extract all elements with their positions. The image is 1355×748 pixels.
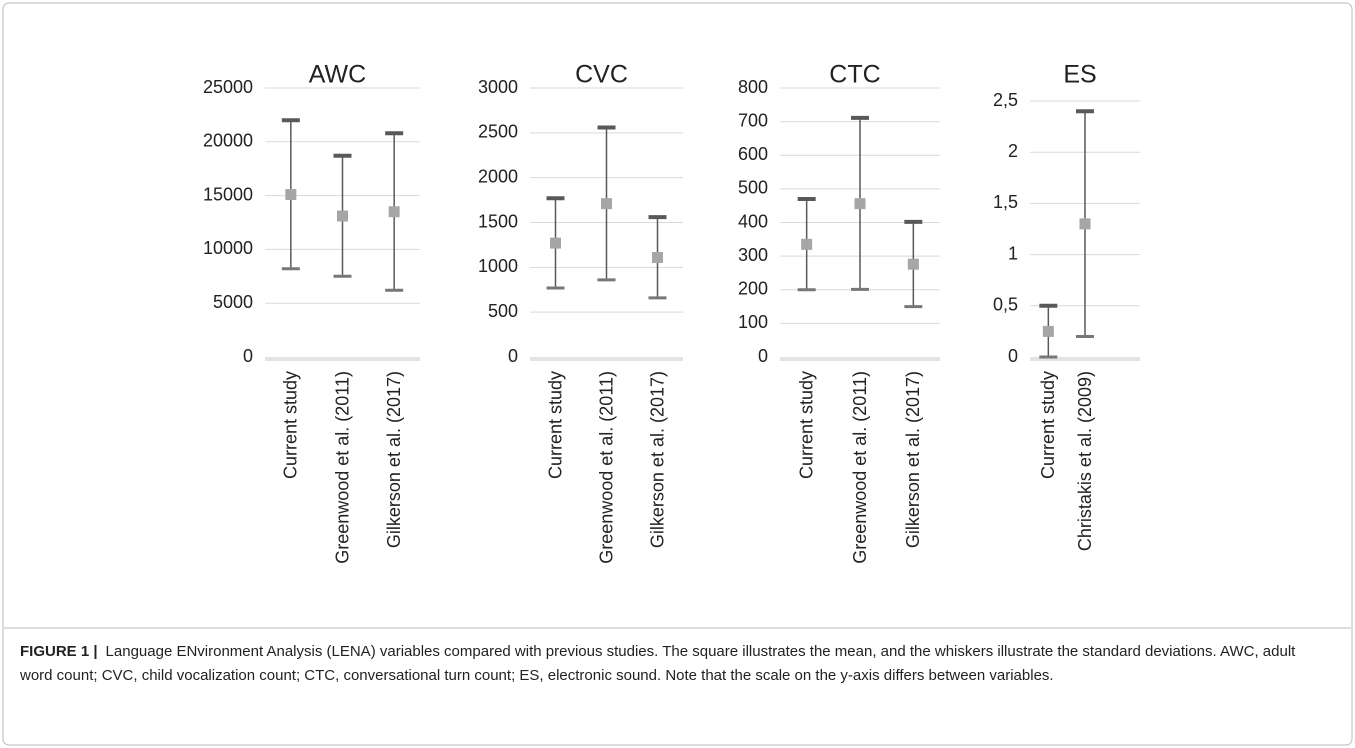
x-tick-label: Greenwood et al. (2011) (596, 371, 616, 564)
mean-marker (1079, 218, 1091, 230)
mean-marker (388, 206, 400, 218)
y-tick-label: 2 (1008, 141, 1018, 161)
y-tick-label: 2500 (478, 122, 518, 142)
y-tick-label: 20000 (203, 131, 253, 151)
caption-label: FIGURE 1 | (20, 643, 98, 660)
y-tick-label: 100 (738, 312, 768, 332)
chart-title: ES (1063, 61, 1096, 89)
mean-marker (601, 198, 612, 210)
y-tick-label: 2,5 (993, 90, 1018, 110)
y-tick-label: 500 (488, 301, 518, 321)
y-tick-label: 0,5 (993, 295, 1018, 315)
y-tick-label: 1 (1008, 243, 1018, 263)
x-tick-label: Current study (1038, 371, 1058, 479)
y-tick-label: 15000 (203, 184, 253, 204)
y-tick-label: 5000 (213, 292, 253, 312)
y-tick-label: 10000 (203, 238, 253, 258)
y-tick-label: 25000 (203, 77, 253, 97)
y-tick-label: 500 (738, 178, 768, 198)
mean-marker (1042, 325, 1054, 337)
y-tick-label: 800 (738, 77, 768, 97)
x-tick-label: Current study (545, 371, 565, 479)
y-tick-label: 2000 (478, 166, 518, 186)
caption: FIGURE 1 | Language ENvironment Analysis … (20, 640, 1330, 688)
y-tick-label: 600 (738, 144, 768, 164)
y-tick-label: 0 (243, 346, 253, 366)
x-tick-label: Christakis et al. (2009) (1075, 371, 1095, 551)
x-tick-label: Gilkerson et al. (2017) (384, 371, 404, 548)
mean-marker (337, 210, 348, 222)
y-tick-label: 0 (758, 346, 768, 366)
y-tick-label: 400 (738, 211, 768, 231)
x-tick-label: Current study (281, 371, 301, 479)
x-tick-label: Greenwood et al. (2011) (332, 371, 352, 564)
mean-marker (801, 238, 813, 250)
y-tick-label: 0 (1008, 346, 1018, 366)
x-tick-label: Gilkerson et al. (2017) (903, 371, 923, 548)
mean-marker (652, 251, 663, 263)
x-tick-label: Greenwood et al. (2011) (850, 371, 870, 564)
x-tick-label: Gilkerson et al. (2017) (647, 371, 667, 548)
mean-marker (285, 189, 297, 201)
y-tick-label: 700 (738, 110, 768, 130)
y-tick-label: 0 (508, 346, 518, 366)
y-tick-label: 200 (738, 279, 768, 299)
chart-title: CVC (575, 61, 628, 89)
chart-title: AWC (309, 61, 366, 89)
mean-marker (550, 237, 561, 249)
y-tick-label: 1500 (478, 211, 518, 231)
y-tick-label: 300 (738, 245, 768, 265)
y-tick-label: 1000 (478, 256, 518, 276)
x-tick-label: Current study (796, 371, 816, 479)
chart-title: CTC (829, 61, 880, 89)
caption-text: Language ENvironment Analysis (LENA) var… (20, 643, 1296, 684)
mean-marker (907, 258, 919, 270)
y-tick-label: 3000 (478, 77, 518, 97)
mean-marker (854, 198, 866, 210)
y-tick-label: 1,5 (993, 192, 1018, 212)
